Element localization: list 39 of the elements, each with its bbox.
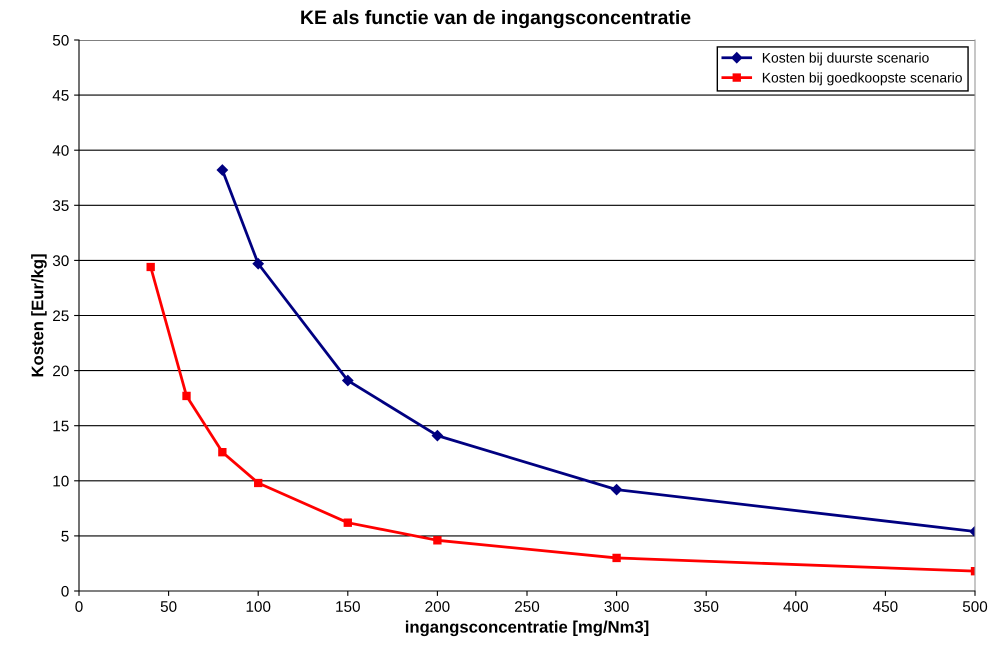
y-tick-label: 45	[52, 90, 69, 101]
legend-label: Kosten bij duurste scenario	[762, 52, 929, 66]
x-tick-label: 100	[246, 601, 270, 612]
point	[344, 518, 352, 527]
point	[254, 478, 262, 488]
x-tick-label: 0	[75, 601, 83, 612]
x-tick-label: 150	[336, 601, 360, 612]
y-tick-label: 50	[52, 34, 69, 46]
y-tick-label: 0	[61, 586, 69, 597]
point	[182, 392, 191, 400]
x-tick-label: 300	[604, 601, 629, 612]
y-tick-label: 30	[52, 255, 69, 266]
y-axis-title: Kosten [Eur/kg]	[31, 254, 47, 376]
y-tick-label: 15	[53, 420, 69, 432]
point	[216, 164, 228, 176]
y-tick-label: 10	[53, 476, 69, 486]
x-tick-label: 350	[694, 601, 718, 612]
point	[218, 448, 227, 456]
y-tick-label: 25	[53, 310, 69, 322]
point	[432, 430, 444, 442]
y-tick-label: 35	[52, 200, 69, 211]
point	[610, 484, 622, 496]
point	[252, 258, 264, 270]
y-tick-label: 40	[52, 145, 69, 156]
point	[433, 536, 442, 544]
x-tick-label: 250	[515, 601, 540, 612]
x-tick-label: 500	[962, 601, 988, 612]
point	[342, 374, 354, 386]
y-tick-label: 20	[53, 365, 69, 376]
point	[612, 554, 621, 562]
legend-label: Kosten bij goedkoopste scenario	[762, 72, 962, 86]
x-tick-label: 200	[425, 601, 450, 612]
x-axis-title: ingangsconcentratie [mg/Nm3]	[406, 620, 648, 636]
point	[146, 262, 155, 272]
x-tick-label: 50	[160, 601, 176, 612]
x-tick-label: 450	[873, 601, 898, 612]
x-tick-label: 400	[783, 601, 808, 612]
y-tick-label: 5	[61, 530, 69, 542]
chart-title: KE als functie van de ingangsconcentratie	[301, 10, 690, 28]
